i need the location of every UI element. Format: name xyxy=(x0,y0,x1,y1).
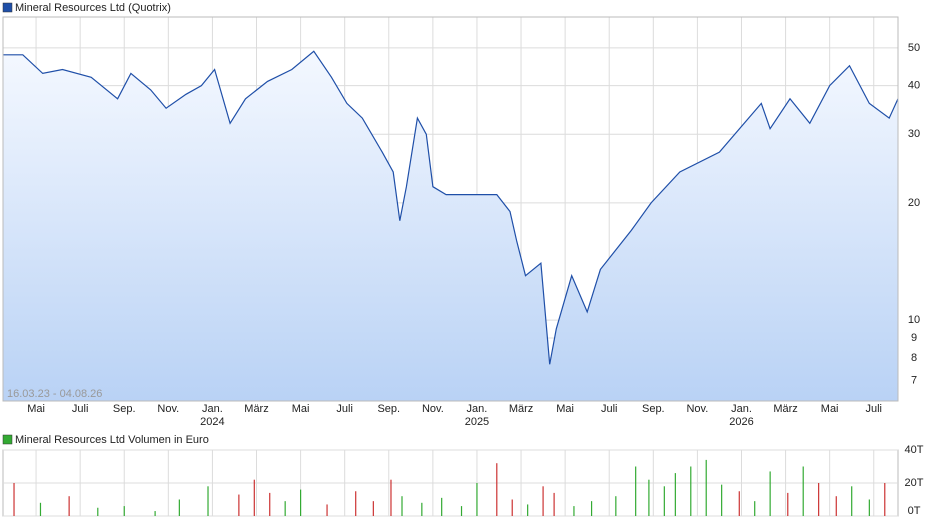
x-year-label: 2025 xyxy=(465,416,489,428)
x-tick-label: Juli xyxy=(865,403,882,415)
volume-bar xyxy=(868,499,870,516)
x-tick-label: Juli xyxy=(72,403,89,415)
volume-bar xyxy=(553,492,555,516)
x-year-label: 2024 xyxy=(200,416,224,428)
y-tick-label: 40 xyxy=(908,80,920,92)
y-tick-label: 20T xyxy=(905,477,924,489)
volume-bar xyxy=(851,486,853,516)
volume-bar xyxy=(802,466,804,516)
x-tick-label: Jan. xyxy=(467,403,488,415)
volume-bar xyxy=(527,504,529,516)
x-tick-label: Mai xyxy=(821,403,839,415)
volume-bar xyxy=(460,506,463,516)
volume-bar xyxy=(207,486,209,516)
volume-bar xyxy=(884,483,886,516)
x-year-label: 2026 xyxy=(729,416,753,428)
volume-bar xyxy=(390,479,392,516)
volume-bar xyxy=(441,497,443,516)
legend-swatch xyxy=(2,434,13,445)
volume-bar xyxy=(615,496,617,516)
plot-frame xyxy=(2,16,899,402)
volume-bar xyxy=(269,492,271,516)
volume-bar xyxy=(542,486,544,516)
volume-title: Mineral Resources Ltd Volumen in Euro xyxy=(15,434,209,446)
volume-bar xyxy=(421,502,423,516)
volume-bar xyxy=(68,496,70,516)
y-tick-label: 40T xyxy=(905,444,924,456)
y-tick-label: 10 xyxy=(908,314,920,326)
x-tick-label: Nov. xyxy=(157,403,179,415)
volume-bar xyxy=(13,483,15,516)
date-range: 16.03.23 - 04.08.26 xyxy=(7,388,102,400)
x-tick-label: Nov. xyxy=(422,403,444,415)
x-tick-label: Sep. xyxy=(642,403,665,415)
volume-bar xyxy=(178,499,180,516)
volume-bar xyxy=(690,466,692,516)
x-tick-label: Juli xyxy=(336,403,353,415)
y-tick-label: 20 xyxy=(908,197,920,209)
y-tick-label: 8 xyxy=(911,352,917,364)
y-tick-label: 50 xyxy=(908,42,920,54)
x-tick-label: Nov. xyxy=(686,403,708,415)
volume-bar xyxy=(738,491,740,516)
volume-bar xyxy=(39,502,42,516)
x-tick-label: Jan. xyxy=(731,403,752,415)
x-tick-label: März xyxy=(509,403,533,415)
volume-bar xyxy=(154,511,156,516)
chart-title: Mineral Resources Ltd (Quotrix) xyxy=(15,2,171,14)
volume-bar xyxy=(496,463,498,516)
volume-bar xyxy=(818,483,820,516)
volume-bar xyxy=(663,486,665,516)
y-tick-label: 9 xyxy=(911,332,917,344)
x-tick-label: Sep. xyxy=(113,403,136,415)
volume-bar xyxy=(769,471,771,516)
volume-bar xyxy=(835,496,837,516)
volume-bar xyxy=(648,479,650,516)
volume-bar xyxy=(401,496,403,516)
price-area xyxy=(3,51,898,402)
x-tick-label: März xyxy=(773,403,797,415)
volume-bar xyxy=(123,506,125,516)
price-line xyxy=(3,50,899,365)
volume-bar xyxy=(721,484,723,516)
x-tick-label: Sep. xyxy=(377,403,400,415)
volume-bar xyxy=(355,491,357,516)
volume-bar xyxy=(238,494,240,516)
volume-bar xyxy=(253,479,255,516)
volume-bar xyxy=(372,501,374,516)
x-tick-label: März xyxy=(244,403,268,415)
x-tick-label: Mai xyxy=(556,403,574,415)
volume-bar xyxy=(674,473,676,516)
volume-bar xyxy=(705,459,707,516)
x-tick-label: Mai xyxy=(27,403,45,415)
volume-bar xyxy=(635,466,637,516)
volume-bar xyxy=(754,501,756,516)
y-tick-label: 7 xyxy=(911,374,917,386)
volume-bar xyxy=(590,501,593,516)
volume-bar xyxy=(787,492,789,516)
volume-bar xyxy=(476,483,478,516)
volume-bar xyxy=(97,507,99,516)
x-tick-label: Mai xyxy=(292,403,310,415)
y-tick-label: 0T xyxy=(908,505,921,517)
volume-bar xyxy=(299,489,302,516)
x-tick-label: Jan. xyxy=(202,403,223,415)
volume-bar xyxy=(511,499,513,516)
y-tick-label: 30 xyxy=(908,128,920,140)
volume-bar xyxy=(284,501,286,516)
legend-swatch xyxy=(2,2,13,13)
volume-bar xyxy=(326,504,328,516)
volume-bar xyxy=(573,506,575,516)
x-tick-label: Juli xyxy=(601,403,618,415)
